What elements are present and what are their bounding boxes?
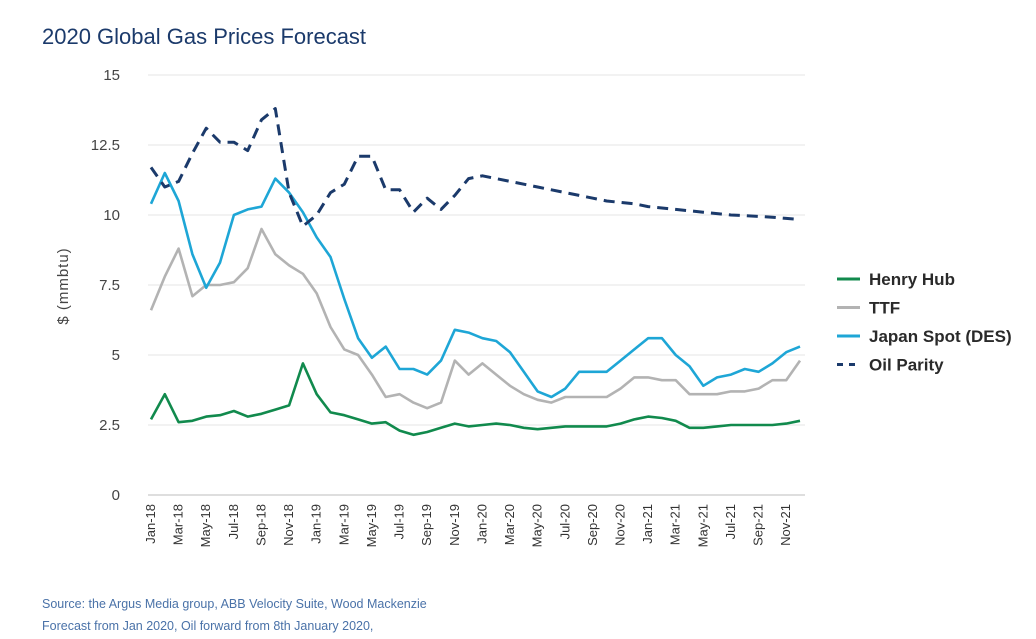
legend-label: Henry Hub bbox=[869, 270, 955, 289]
y-axis-title: $ (mmbtu) bbox=[55, 247, 72, 324]
x-tick-label: Sep-20 bbox=[585, 504, 600, 546]
x-tick-label: Mar-19 bbox=[336, 504, 351, 545]
y-tick-label: 15 bbox=[103, 67, 120, 84]
y-tick-label: 0 bbox=[112, 487, 120, 504]
x-tick-label: Sep-19 bbox=[419, 504, 434, 546]
forecast-note: Forecast from Jan 2020, Oil forward from… bbox=[42, 619, 374, 633]
x-tick-label: May-18 bbox=[198, 504, 213, 547]
chart-title: 2020 Global Gas Prices Forecast bbox=[42, 24, 367, 49]
series-line-henry-hub bbox=[149, 362, 801, 437]
y-tick-label: 5 bbox=[112, 347, 120, 364]
x-tick-label: Jul-21 bbox=[723, 504, 738, 539]
y-tick-label: 2.5 bbox=[99, 417, 120, 434]
y-tick-label: 10 bbox=[103, 207, 120, 224]
x-tick-label: Jul-19 bbox=[392, 504, 407, 539]
x-tick-label: Jul-20 bbox=[557, 504, 572, 539]
x-tick-label: May-20 bbox=[530, 504, 545, 547]
x-tick-label: Nov-21 bbox=[778, 504, 793, 546]
x-tick-label: Jan-18 bbox=[143, 504, 158, 544]
series-line-japan-spot-des bbox=[149, 171, 801, 399]
x-tick-label: Jan-21 bbox=[640, 504, 655, 544]
x-tick-label: Nov-19 bbox=[447, 504, 462, 546]
series-lines bbox=[149, 107, 802, 437]
x-tick-label: Sep-18 bbox=[253, 504, 268, 546]
x-tick-label: May-19 bbox=[364, 504, 379, 547]
x-tick-label: Sep-21 bbox=[751, 504, 766, 546]
x-tick-label: Jul-18 bbox=[226, 504, 241, 539]
series-line-ttf bbox=[149, 227, 802, 410]
legend-label: TTF bbox=[869, 299, 900, 318]
x-tick-label: Mar-18 bbox=[171, 504, 186, 545]
y-axis-ticks: 0 2.5 5 7.5 10 12.5 15 bbox=[91, 67, 120, 504]
y-tick-label: 12.5 bbox=[91, 137, 120, 154]
x-tick-label: Nov-20 bbox=[612, 504, 627, 546]
source-note: Source: the Argus Media group, ABB Veloc… bbox=[42, 597, 427, 611]
x-tick-label: Mar-21 bbox=[668, 504, 683, 545]
legend: Henry Hub TTF Japan Spot (DES) Oil Parity bbox=[837, 270, 1012, 375]
x-tick-label: Nov-18 bbox=[281, 504, 296, 546]
x-axis-ticks: Jan-18 Mar-18 May-18 Jul-18 Sep-18 Nov-18 Jan-… bbox=[143, 504, 793, 547]
x-tick-label: Jan-20 bbox=[474, 504, 489, 544]
legend-label: Japan Spot (DES) bbox=[869, 327, 1012, 346]
gridlines bbox=[148, 74, 805, 496]
x-tick-label: Jan-19 bbox=[309, 504, 324, 544]
x-tick-label: May-21 bbox=[695, 504, 710, 547]
x-tick-label: Mar-20 bbox=[502, 504, 517, 545]
y-tick-label: 7.5 bbox=[99, 277, 120, 294]
legend-label: Oil Parity bbox=[869, 356, 944, 375]
